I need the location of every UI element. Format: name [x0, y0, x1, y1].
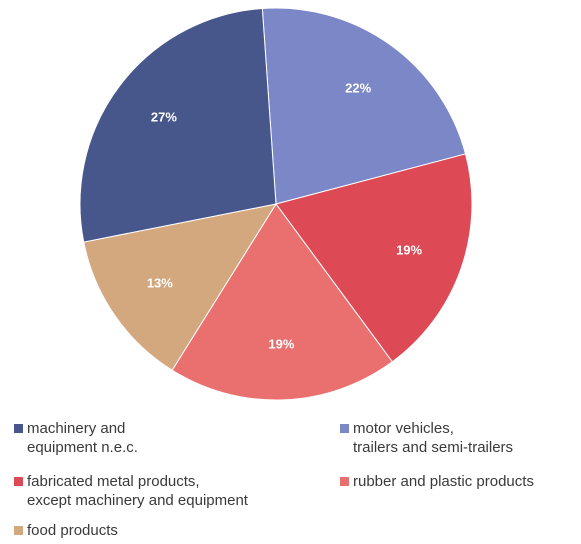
legend-item-motor-vehicles: motor vehicles, trailers and semi-traile… [340, 419, 513, 457]
legend-swatch-rubber-plastic [340, 477, 349, 486]
legend-label-motor-vehicles: motor vehicles, trailers and semi-traile… [353, 420, 514, 456]
pie-slice-4 [79, 7, 277, 243]
legend-label-machinery: machinery and equipment n.e.c. [27, 420, 138, 456]
pie-slice-label-1: 19% [396, 242, 422, 257]
legend-swatch-fabricated-metal [14, 477, 23, 486]
legend-item-food: food products [14, 521, 118, 540]
pie-slice-2 [171, 203, 394, 401]
legend-item-machinery: machinery and equipment n.e.c. [14, 419, 138, 457]
legend-swatch-motor-vehicles [340, 424, 349, 433]
legend-item-fabricated-metal: fabricated metal products, except machin… [14, 472, 248, 510]
legend-label-food: food products [27, 522, 118, 539]
pie-slice-1 [275, 153, 473, 363]
pie-chart: 22% 19% 19% 13% 27% [79, 7, 473, 401]
pie-slice-label-2: 19% [268, 336, 294, 351]
pie-slice-3 [83, 203, 278, 371]
pie-slice-label-4: 27% [151, 110, 177, 125]
legend-label-fabricated-metal: fabricated metal products, except machin… [27, 473, 248, 509]
legend-label-rubber-plastic: rubber and plastic products [353, 473, 534, 490]
legend-swatch-machinery [14, 424, 23, 433]
legend-swatch-food [14, 526, 23, 535]
pie-slice-label-3: 13% [147, 276, 173, 291]
legend-item-rubber-plastic: rubber and plastic products [340, 472, 534, 491]
pie-slice-0 [261, 7, 467, 205]
pie-slice-label-0: 22% [345, 81, 371, 96]
